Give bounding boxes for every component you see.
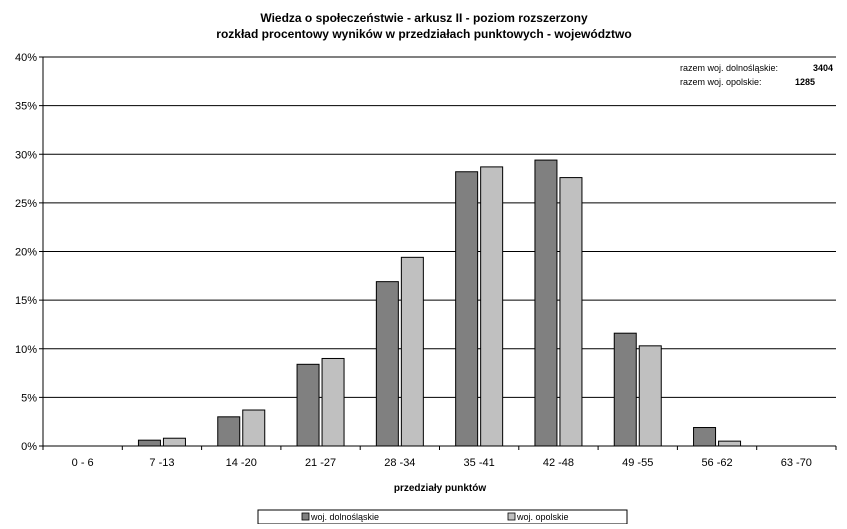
total-value-dolnoslaskie: 3404	[813, 63, 833, 73]
x-tick-label: 56 -62	[701, 457, 732, 469]
x-tick-label: 7 -13	[149, 457, 174, 469]
bars	[137, 159, 742, 447]
bar-opolskie	[400, 256, 424, 447]
bar-opolskie	[480, 166, 504, 447]
chart-title: Wiedza o społeczeństwie - arkusz II - po…	[260, 11, 588, 25]
y-tick-label: 25%	[15, 198, 37, 210]
bar-dolnoslaskie	[217, 416, 241, 447]
bar-opolskie	[321, 357, 345, 447]
x-tick-label: 49 -55	[622, 457, 653, 469]
y-tick-label: 30%	[15, 149, 37, 161]
bar-dolnoslaskie	[613, 332, 637, 447]
total-label-dolnoslaskie: razem woj. dolnośląskie:	[680, 63, 778, 73]
bar-opolskie	[638, 345, 662, 447]
bar-dolnoslaskie	[137, 439, 161, 447]
x-tick-label: 63 -70	[781, 457, 812, 469]
bar-dolnoslaskie	[693, 427, 717, 447]
total-label-opolskie: razem woj. opolskie:	[680, 77, 762, 87]
y-tick-label: 5%	[21, 392, 37, 404]
x-tick-label: 42 -48	[543, 457, 574, 469]
total-value-opolskie: 1285	[795, 77, 815, 87]
y-axis-ticks: 0% 5% 10% 15% 20% 25% 30% 35% 40%	[15, 52, 43, 453]
y-tick-label: 10%	[15, 344, 37, 356]
y-tick-label: 15%	[15, 295, 37, 307]
legend-swatch-opolskie	[507, 512, 516, 521]
bar-opolskie	[242, 409, 266, 447]
chart-subtitle: rozkład procentowy wyników w przedziałac…	[216, 27, 631, 41]
bar-opolskie	[162, 437, 186, 447]
x-tick-label: 21 -27	[305, 457, 336, 469]
totals-annotation: razem woj. dolnośląskie: 3404 razem woj.…	[680, 63, 833, 87]
x-axis-title: przedziały punktów	[394, 483, 486, 494]
y-tick-label: 35%	[15, 101, 37, 113]
bar-dolnoslaskie	[534, 159, 558, 447]
legend-label-dolnoslaskie: woj. dolnośląskie	[310, 512, 379, 522]
x-tick-label: 14 -20	[226, 457, 257, 469]
bar-dolnoslaskie	[296, 363, 320, 447]
bar-opolskie	[718, 440, 742, 447]
legend-swatch-dolnoslaskie	[301, 512, 310, 521]
bar-dolnoslaskie	[375, 281, 399, 447]
y-tick-label: 40%	[15, 52, 37, 64]
x-tick-label: 35 -41	[464, 457, 495, 469]
x-tick-label: 28 -34	[384, 457, 415, 469]
y-tick-label: 20%	[15, 247, 37, 259]
legend-label-opolskie: woj. opolskie	[516, 512, 569, 522]
gridlines	[43, 56, 836, 398]
x-tick-label: 0 - 6	[72, 457, 94, 469]
bar-opolskie	[559, 177, 583, 447]
legend: woj. dolnośląskie woj. opolskie	[257, 509, 628, 525]
x-axis-ticks: 0 - 6 7 -13 14 -20 21 -27 28 -34 35 -41 42 -48…	[42, 446, 837, 469]
y-tick-label: 0%	[21, 441, 37, 453]
bar-dolnoslaskie	[455, 171, 479, 447]
